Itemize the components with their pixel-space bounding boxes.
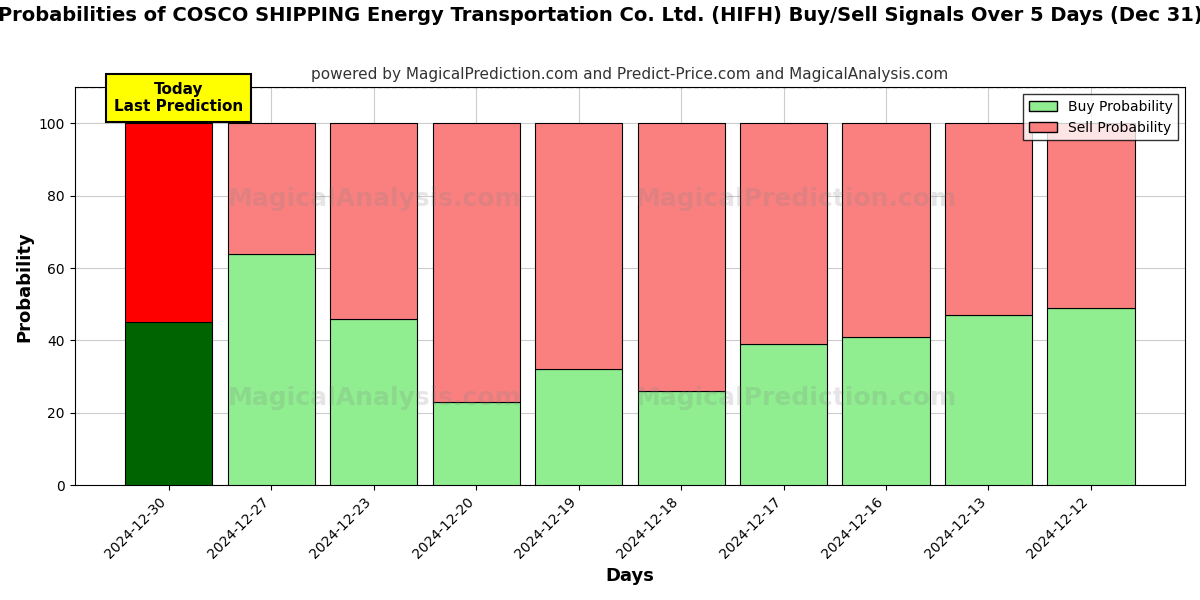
- Bar: [535, 370, 622, 485]
- Bar: [330, 319, 418, 485]
- Bar: [944, 124, 1032, 315]
- Bar: [637, 391, 725, 485]
- Y-axis label: Probability: Probability: [16, 231, 34, 341]
- Bar: [432, 124, 520, 402]
- Bar: [330, 124, 418, 319]
- Bar: [535, 124, 622, 370]
- Bar: [125, 124, 212, 322]
- Bar: [1048, 308, 1134, 485]
- Title: powered by MagicalPrediction.com and Predict-Price.com and MagicalAnalysis.com: powered by MagicalPrediction.com and Pre…: [311, 67, 948, 82]
- Bar: [842, 337, 930, 485]
- Text: Today
Last Prediction: Today Last Prediction: [114, 82, 244, 115]
- Text: MagicalAnalysis.com: MagicalAnalysis.com: [228, 386, 521, 410]
- Text: MagicalPrediction.com: MagicalPrediction.com: [636, 386, 958, 410]
- Bar: [432, 402, 520, 485]
- Legend: Buy Probability, Sell Probability: Buy Probability, Sell Probability: [1024, 94, 1178, 140]
- Bar: [740, 344, 827, 485]
- Bar: [228, 124, 314, 254]
- Bar: [842, 124, 930, 337]
- Text: Probabilities of COSCO SHIPPING Energy Transportation Co. Ltd. (HIFH) Buy/Sell S: Probabilities of COSCO SHIPPING Energy T…: [0, 6, 1200, 25]
- Bar: [740, 124, 827, 344]
- Bar: [637, 124, 725, 391]
- Bar: [228, 254, 314, 485]
- Text: MagicalPrediction.com: MagicalPrediction.com: [636, 187, 958, 211]
- Bar: [1048, 124, 1134, 308]
- Text: MagicalAnalysis.com: MagicalAnalysis.com: [228, 187, 521, 211]
- Bar: [125, 322, 212, 485]
- X-axis label: Days: Days: [605, 567, 654, 585]
- Bar: [944, 315, 1032, 485]
